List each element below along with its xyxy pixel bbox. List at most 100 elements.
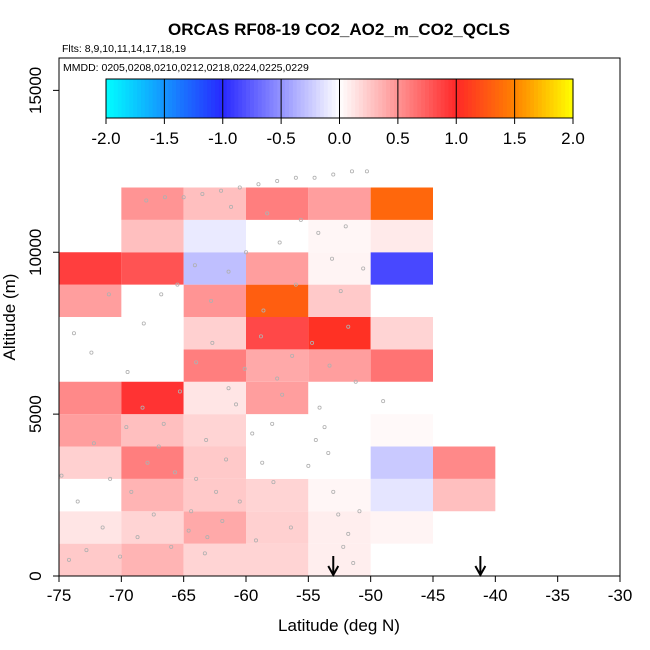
sample-point <box>310 340 315 345</box>
heatmap-cell <box>246 381 309 415</box>
heatmap-cell <box>59 543 122 576</box>
colorbar-swatch <box>417 79 422 118</box>
colorbar-swatch <box>421 79 426 118</box>
colorbar-swatch <box>370 79 376 118</box>
x-axis: -75 -70 -65 -60 -55 -50 -45 -40 -35 -30 <box>47 576 633 605</box>
sample-point <box>237 185 242 190</box>
heatmap-cell <box>121 252 184 285</box>
colorbar-swatch <box>257 79 263 118</box>
x-tick-label: -55 <box>296 586 321 605</box>
colorbar-swatch <box>483 79 488 118</box>
colorbar-swatch <box>487 79 492 118</box>
x-tick-label: -30 <box>608 586 633 605</box>
sample-point <box>75 499 80 504</box>
colorbar-swatch <box>323 79 329 118</box>
colorbar-swatch <box>316 79 321 118</box>
heatmap-cell <box>59 446 122 479</box>
colorbar-swatch <box>156 79 162 118</box>
colorbar-swatch <box>141 79 146 118</box>
heatmap-cell <box>246 543 309 576</box>
heatmap-cell <box>308 381 371 415</box>
heatmap-cell <box>370 349 433 382</box>
colorbar-swatch <box>522 79 527 118</box>
colorbar-swatch <box>281 79 286 118</box>
heatmap-cell <box>246 349 309 382</box>
colorbar-swatch <box>253 79 259 118</box>
sample-point <box>141 321 146 326</box>
sample-points <box>59 169 386 566</box>
colorbar-swatch <box>448 79 453 118</box>
sample-point <box>327 363 332 368</box>
sample-point <box>381 399 386 404</box>
sample-point <box>194 360 199 365</box>
sample-point <box>108 476 113 481</box>
colorbar-swatch <box>320 79 325 118</box>
heatmap-cell <box>183 543 246 576</box>
sample-point <box>169 544 174 549</box>
sample-point <box>125 370 130 375</box>
x-tick-label: -75 <box>47 586 72 605</box>
heatmap-cell <box>246 511 309 544</box>
heatmap-cell <box>308 414 371 447</box>
colorbar-swatch <box>113 79 119 118</box>
x-tick-label: -60 <box>234 586 259 605</box>
colorbar-swatch <box>226 79 232 118</box>
sample-point <box>293 175 298 180</box>
colorbar-swatch <box>269 79 274 118</box>
sample-point <box>357 509 362 514</box>
sample-point <box>194 476 199 481</box>
colorbar-swatch <box>218 79 224 118</box>
heatmap-cell <box>370 317 433 350</box>
colorbar-tick-label: 0.5 <box>386 129 410 148</box>
heatmap-cell <box>308 511 371 544</box>
heatmap-cell <box>121 381 184 415</box>
colorbar-swatch <box>312 79 317 118</box>
colorbar-swatch <box>366 79 372 118</box>
plot-area: MMDD: 0205,0208,0210,0212,0218,0224,0225… <box>58 57 621 578</box>
sample-point <box>336 512 341 517</box>
sample-point <box>253 538 258 543</box>
colorbar-swatch <box>526 79 531 118</box>
colorbar-swatch <box>514 79 520 118</box>
sample-point <box>140 405 145 410</box>
sample-point <box>229 204 234 209</box>
sample-point <box>275 179 280 184</box>
heatmap-cell <box>183 187 246 220</box>
sample-point <box>330 256 335 261</box>
colorbar-swatch <box>534 79 539 118</box>
sample-point <box>341 544 346 549</box>
sample-point <box>224 457 229 462</box>
heatmap-cell <box>183 317 246 350</box>
heatmap-cell <box>246 478 309 512</box>
heatmap-cell <box>121 219 184 253</box>
colorbar-swatch <box>409 79 415 118</box>
colorbar-swatch <box>183 79 189 118</box>
sample-point <box>106 292 111 297</box>
y-tick-label: 5000 <box>26 395 45 433</box>
heatmap-cell <box>246 284 309 317</box>
sample-point <box>204 438 209 443</box>
heatmap-cell <box>246 414 309 447</box>
heatmap-cells <box>59 187 496 576</box>
sample-point <box>59 473 64 478</box>
heatmap-cell <box>246 317 309 350</box>
colorbar-tick-label: 1.0 <box>444 129 468 148</box>
y-tick-label: 0 <box>26 571 45 580</box>
sample-point <box>89 350 94 355</box>
sample-point <box>298 217 303 222</box>
colorbar-swatch <box>285 79 290 118</box>
sample-point <box>317 405 322 410</box>
colorbar-swatch <box>510 79 516 118</box>
heatmap-cell <box>370 187 433 220</box>
colorbar-swatch <box>246 79 251 118</box>
colorbar-swatch <box>557 79 562 118</box>
sample-point <box>353 379 358 384</box>
heatmap-cell <box>308 187 371 220</box>
colorbar-swatch <box>456 79 461 118</box>
sample-point <box>66 557 71 562</box>
sample-point <box>192 263 197 268</box>
colorbar-swatch <box>518 79 524 118</box>
sample-point <box>290 353 295 358</box>
heatmap-cell <box>59 511 122 544</box>
heatmap-cell <box>183 219 246 253</box>
